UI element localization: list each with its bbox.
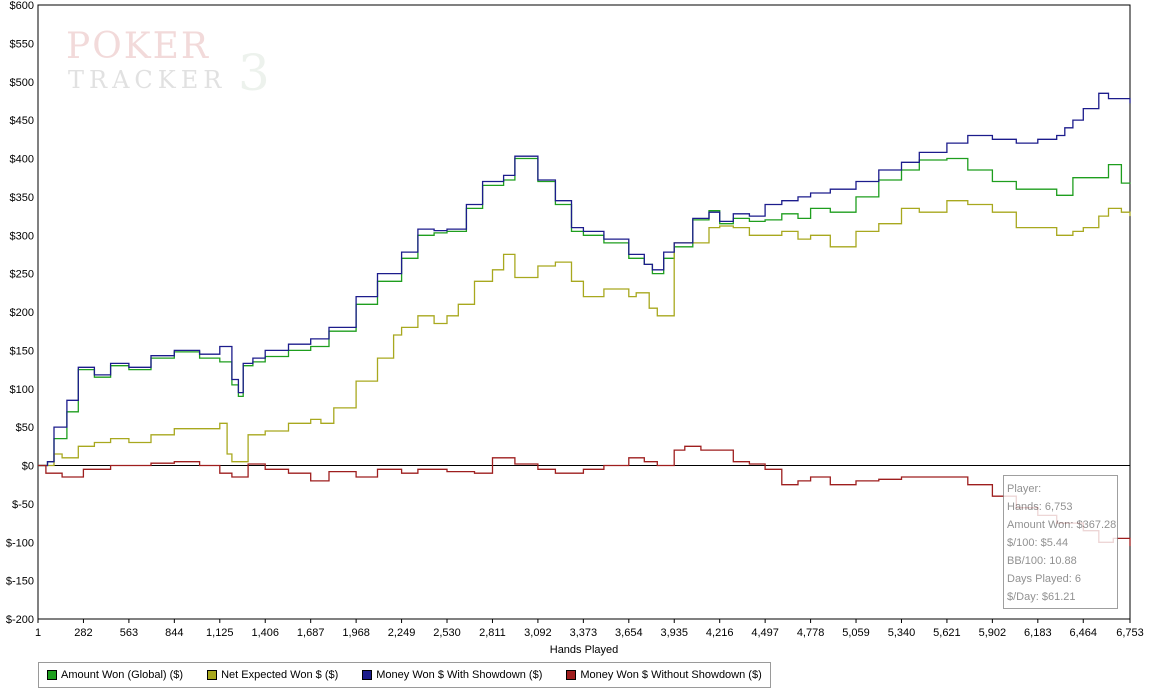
x-tick-label: 6,753: [1116, 627, 1144, 639]
y-tick-label: $-150: [6, 576, 34, 588]
x-tick-label: 6,464: [1069, 627, 1097, 639]
x-tick-label: 2,530: [433, 627, 461, 639]
tooltip-hands: Hands: 6,753: [1007, 501, 1073, 513]
logo-line2: TRACKER: [68, 66, 227, 94]
y-tick-label: $600: [10, 0, 34, 12]
legend-swatch: [47, 670, 57, 680]
y-axis: $600 $550 $500 $450 $400 $350 $300 $250 $200 $150…: [6, 0, 34, 626]
x-tick-label: 4,216: [706, 627, 734, 639]
tooltip-bb-100: BB/100: 10.88: [1007, 555, 1077, 567]
x-tick-label: 2,249: [388, 627, 416, 639]
legend-item-amount-won[interactable]: Amount Won (Global) ($): [47, 669, 183, 681]
x-tick-label: 563: [120, 627, 138, 639]
legend-label: Net Expected Won $ ($): [221, 669, 339, 681]
x-tick-label: 3,935: [660, 627, 688, 639]
player-stats-tooltip: Player: Hands: 6,753 Amount Won: $367.28…: [1003, 475, 1118, 609]
y-tick-label: $350: [10, 192, 34, 204]
legend-label: Money Won $ With Showdown ($): [376, 669, 543, 681]
y-tick-label: $100: [10, 384, 34, 396]
x-tick-label: 5,902: [979, 627, 1007, 639]
legend-label: Amount Won (Global) ($): [61, 669, 184, 681]
y-tick-label: $450: [10, 115, 34, 127]
y-tick-label: $200: [10, 307, 34, 319]
y-tick-label: $50: [16, 422, 34, 434]
series-line-1: [38, 200, 1131, 467]
x-tick-label: 2,811: [479, 627, 506, 639]
x-tick-label: 282: [74, 627, 92, 639]
tooltip-per-100: $/100: $5.44: [1007, 537, 1069, 549]
y-tick-label: $-200: [6, 614, 34, 626]
x-tick-label: 1,125: [206, 627, 234, 639]
logo-line1: POKER: [66, 26, 211, 67]
x-tick-label: 1: [35, 627, 41, 639]
x-tick-label: 4,497: [751, 627, 779, 639]
series-lines: [38, 92, 1131, 547]
y-tick-label: $250: [10, 269, 34, 281]
logo-version: 3: [238, 44, 270, 102]
x-tick-label: 1,968: [342, 627, 370, 639]
legend-swatch: [207, 670, 218, 680]
tooltip-amount-won: Amount Won: $367.28: [1007, 519, 1117, 531]
y-tick-label: $300: [10, 230, 34, 242]
tooltip-title: Player:: [1007, 483, 1042, 495]
y-tick-label: $-50: [12, 499, 34, 511]
x-tick-label: 5,059: [842, 627, 870, 639]
series-line-3: [38, 445, 1131, 547]
chart-legend: Amount Won (Global) ($) Net Expected Won…: [38, 662, 771, 688]
x-axis-title: Hands Played: [550, 644, 619, 656]
legend-item-without-showdown[interactable]: Money Won $ Without Showdown ($): [566, 669, 762, 681]
y-tick-label: $150: [10, 345, 34, 357]
x-tick-label: 1,406: [251, 627, 279, 639]
x-tick-label: 5,340: [888, 627, 916, 639]
y-tick-label: $-100: [6, 537, 34, 549]
plot-area: [37, 4, 1131, 620]
x-tick-label: 4,778: [797, 627, 825, 639]
x-tick-label: 3,373: [570, 627, 598, 639]
legend-swatch: [566, 670, 577, 680]
legend-label: Money Won $ Without Showdown ($): [580, 669, 762, 681]
y-tick-label: $550: [10, 38, 34, 50]
tooltip-days-played: Days Played: 6: [1007, 573, 1081, 585]
series-line-2: [38, 92, 1131, 467]
x-tick-label: 6,183: [1024, 627, 1052, 639]
legend-item-with-showdown[interactable]: Money Won $ With Showdown ($): [362, 669, 542, 681]
x-axis: 1 282 563 844 1,125 1,406 1,687 1,968 2,249 2,530…: [35, 619, 1144, 639]
poker-tracker-logo: POKER TRACKER 3: [66, 26, 270, 102]
x-tick-label: 3,654: [615, 627, 643, 639]
legend-swatch: [362, 670, 373, 680]
x-tick-label: 1,687: [297, 627, 325, 639]
x-tick-label: 3,092: [524, 627, 552, 639]
x-tick-label: 844: [165, 627, 183, 639]
y-tick-label: $500: [10, 77, 34, 89]
y-tick-label: $0: [22, 461, 34, 473]
legend-item-net-expected[interactable]: Net Expected Won $ ($): [207, 669, 338, 681]
x-tick-label: 5,621: [933, 627, 961, 639]
tooltip-per-day: $/Day: $61.21: [1007, 591, 1076, 603]
y-tick-label: $400: [10, 154, 34, 166]
